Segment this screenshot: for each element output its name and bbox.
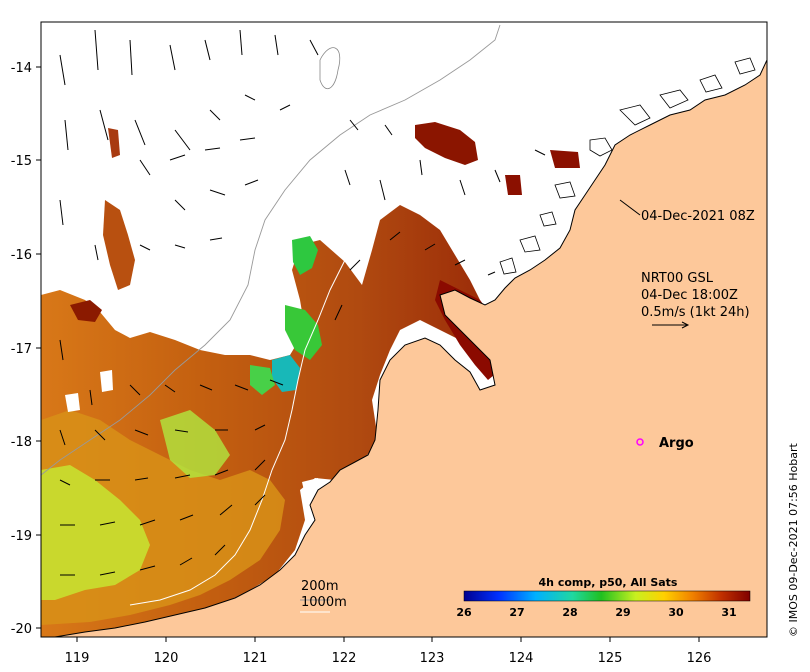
colorbar-tick: 30 bbox=[668, 606, 684, 619]
lon-tick-labels: 119 120 121 122 123 124 125 126 bbox=[65, 651, 712, 666]
land-mass bbox=[54, 59, 767, 637]
lon-tick: 121 bbox=[243, 651, 268, 666]
colorbar-tick: 31 bbox=[721, 606, 736, 619]
colorbar-gradient bbox=[463, 590, 751, 602]
lat-tick: -19 bbox=[11, 529, 32, 544]
sst-field-green-2 bbox=[285, 305, 322, 360]
isobath-200m bbox=[41, 24, 501, 476]
lon-tick: 125 bbox=[598, 651, 623, 666]
sst-field-hot-3 bbox=[505, 175, 522, 195]
sst-field-cyan bbox=[272, 355, 300, 392]
sst-field-green-3 bbox=[250, 365, 275, 395]
colorbar-title: 4h comp, p50, All Sats bbox=[539, 576, 678, 589]
lon-tick: 124 bbox=[509, 651, 534, 666]
argo-marker[interactable] bbox=[636, 438, 644, 446]
lat-tick: -17 bbox=[11, 342, 32, 357]
lat-tick: -16 bbox=[11, 248, 32, 263]
lon-tick: 120 bbox=[154, 651, 179, 666]
axis-ticks bbox=[36, 66, 700, 642]
lat-tick-labels: -14 -15 -16 -17 -18 -19 -20 bbox=[11, 61, 32, 637]
vector-scale-label: 0.5m/s (1kt 24h) bbox=[641, 305, 750, 320]
colorbar-panel bbox=[455, 576, 760, 628]
timestamp-pointer bbox=[619, 199, 641, 216]
vector-scale-arrow bbox=[652, 321, 690, 329]
lat-tick: -18 bbox=[11, 435, 32, 450]
lat-tick: -14 bbox=[11, 61, 32, 76]
isobath-1000m bbox=[129, 209, 381, 606]
colorbar-tick: 29 bbox=[615, 606, 630, 619]
sst-field-cool-2 bbox=[160, 410, 230, 478]
colorbar-tick: 28 bbox=[562, 606, 577, 619]
sst-field-hot-5 bbox=[70, 300, 102, 322]
cloud-hole bbox=[65, 393, 80, 412]
lat-tick: -15 bbox=[11, 154, 32, 169]
sst-field-cool bbox=[41, 465, 150, 600]
timestamp-label: 04-Dec-2021 08Z bbox=[641, 209, 755, 224]
sst-field-hot-4 bbox=[550, 150, 580, 168]
sst-field-streak bbox=[103, 200, 135, 290]
colorbar: 4h comp, p50, All Sats 26 27 28 29 30 31 bbox=[455, 576, 760, 628]
lon-tick: 123 bbox=[420, 651, 445, 666]
isobath-legend-200: 200m bbox=[301, 579, 338, 594]
shelf-outline bbox=[319, 47, 341, 90]
sst-field-green bbox=[292, 236, 318, 275]
argo-label[interactable]: Argo bbox=[659, 436, 694, 451]
current-vectors bbox=[59, 29, 546, 576]
lon-tick: 122 bbox=[332, 651, 357, 666]
colorbar-tick: 27 bbox=[509, 606, 524, 619]
lat-tick: -20 bbox=[11, 622, 32, 637]
current-source-label: NRT00 GSL bbox=[641, 271, 714, 286]
lon-tick: 126 bbox=[687, 651, 712, 666]
sst-field-streak-2 bbox=[108, 128, 120, 158]
credit-text: © IMOS 09-Dec-2021 07:56 Hobart bbox=[787, 442, 800, 637]
plot-frame bbox=[40, 21, 768, 638]
cloud-hole-2 bbox=[100, 370, 113, 392]
lon-tick: 119 bbox=[65, 651, 90, 666]
colorbar-tick: 26 bbox=[456, 606, 472, 619]
current-time-label: 04-Dec 18:00Z bbox=[641, 288, 738, 303]
isobath-legend-1000: 1000m bbox=[301, 595, 347, 610]
coast-islands bbox=[499, 57, 756, 275]
sst-field-hot-2 bbox=[415, 122, 478, 165]
